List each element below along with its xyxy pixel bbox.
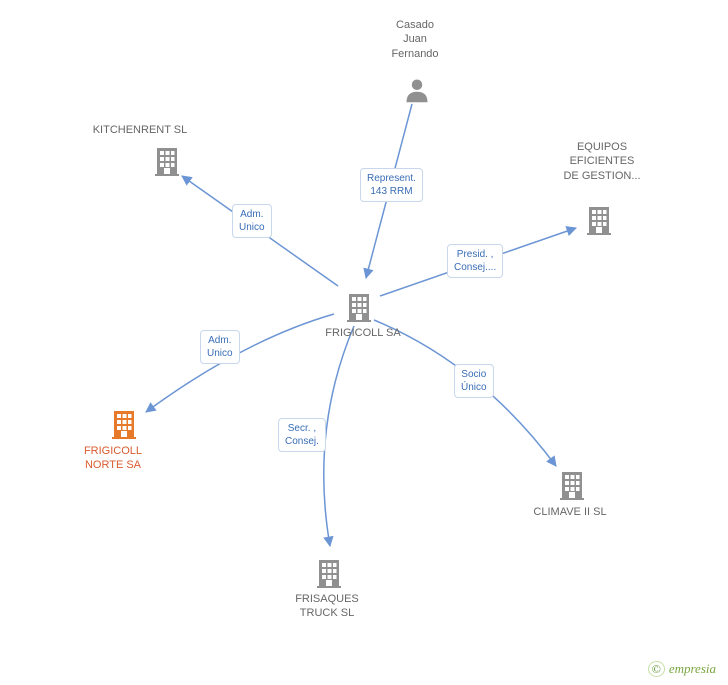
node-label[interactable]: CLIMAVE II SL [515,505,625,519]
copyright-symbol: © [648,661,665,677]
building-icon[interactable] [313,556,345,588]
edge-line [146,314,334,412]
diagram-edges [0,0,728,685]
building-icon[interactable] [583,203,615,235]
footer-text: empresia [669,661,716,676]
footer-credit: © empresia [648,661,716,677]
edge-label[interactable]: Adm. Unico [200,330,240,364]
person-icon[interactable] [403,76,431,104]
node-label[interactable]: Casado Juan Fernando [370,18,460,61]
building-icon[interactable] [108,407,140,439]
node-label[interactable]: KITCHENRENT SL [80,123,200,137]
node-label[interactable]: FRISAQUES TRUCK SL [272,592,382,621]
edge-label[interactable]: Presid. , Consej.... [447,244,503,278]
building-icon[interactable] [556,468,588,500]
node-label[interactable]: EQUIPOS EFICIENTES DE GESTION... [552,140,652,183]
building-icon[interactable] [343,290,375,322]
edge-label[interactable]: Represent. 143 RRM [360,168,423,202]
edge-label[interactable]: Adm. Unico [232,204,272,238]
edge-label[interactable]: Secr. , Consej. [278,418,326,452]
node-label[interactable]: FRIGICOLL NORTE SA [68,444,158,473]
edge-label[interactable]: Socio Único [454,364,494,398]
edge-line [324,326,354,546]
building-icon[interactable] [151,144,183,176]
node-label[interactable]: FRIGICOLL SA [308,326,418,340]
